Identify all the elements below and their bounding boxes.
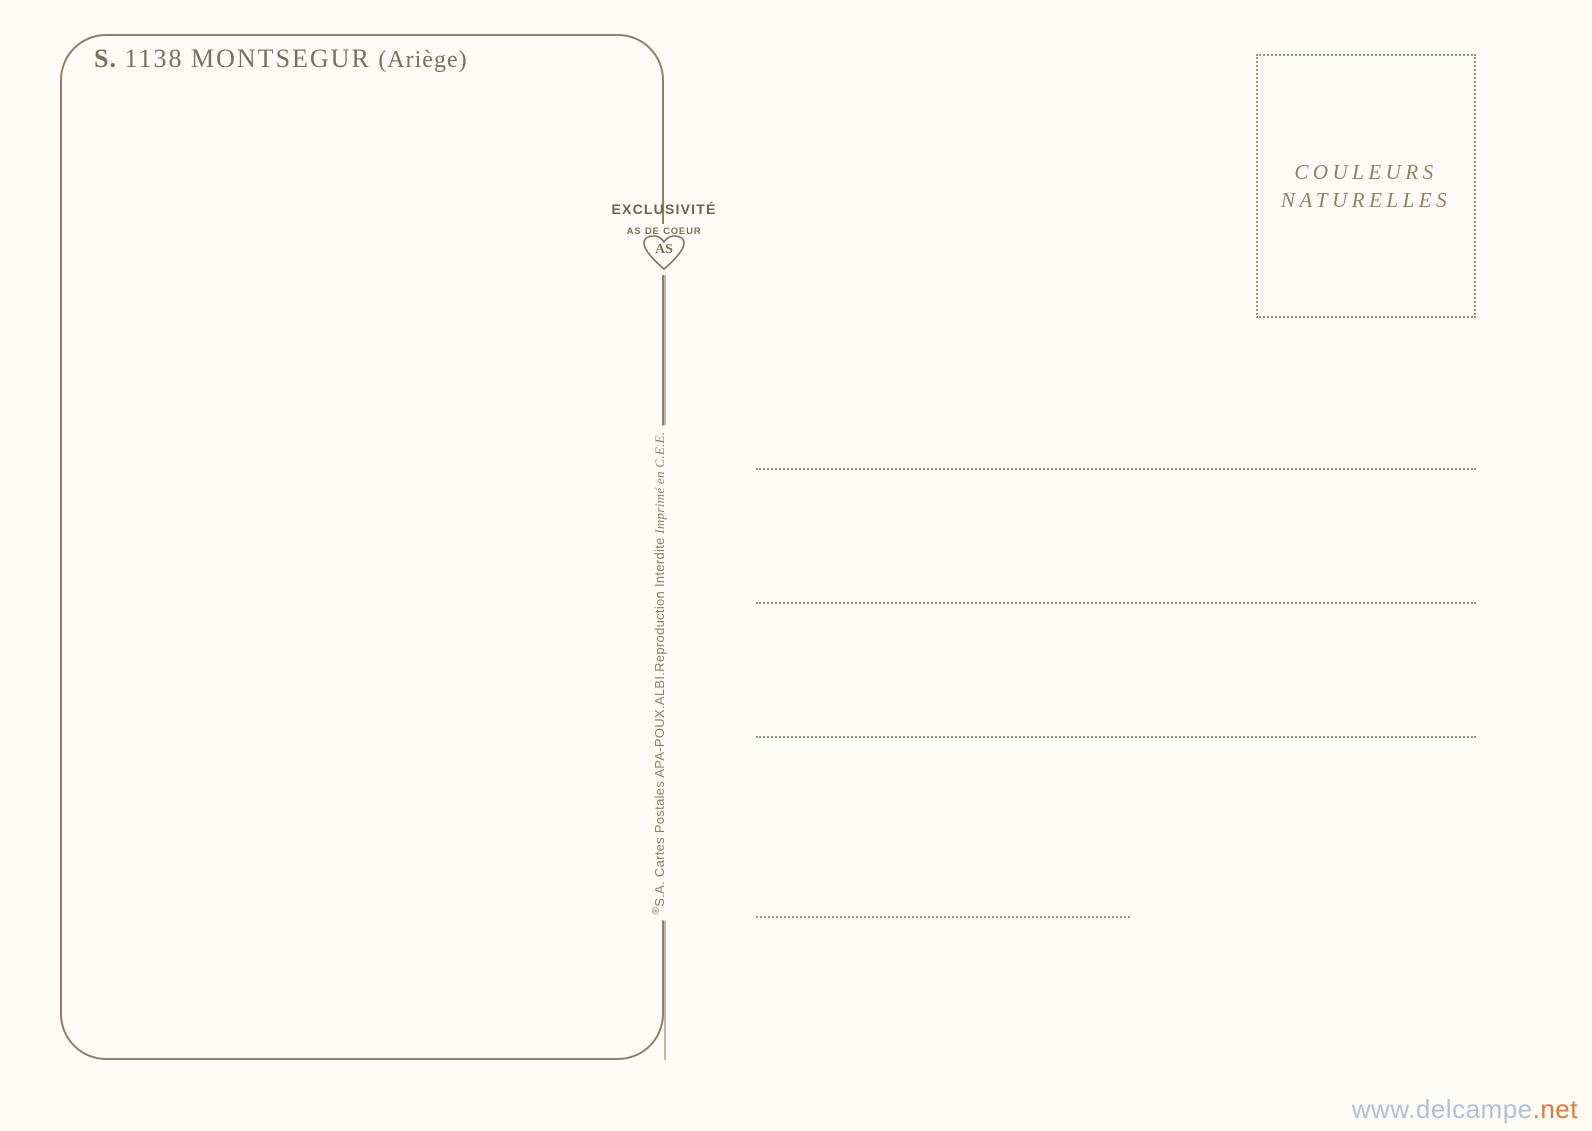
address-line-1 [756,468,1476,470]
publisher-logo: AS DE COEUR AS [614,224,714,275]
stamp-text: COULEURS NATURELLES [1281,158,1451,215]
caption-place: MONTSEGUR [191,44,371,73]
heart-icon: AS [642,235,686,271]
address-line-2 [756,602,1476,604]
address-line-4 [756,916,1130,918]
watermark: www.delcampe.net [1352,1094,1592,1125]
caption-region: (Ariège) [378,47,467,73]
publisher-credit: ®S.A. Cartes Postales APA-POUX.ALBI.Repr… [652,426,668,921]
stamp-box: COULEURS NATURELLES [1256,54,1476,318]
stamp-line-1: COULEURS [1294,160,1437,184]
address-area [756,468,1476,918]
caption-prefix: S. [94,44,117,73]
stamp-line-2: NATURELLES [1281,188,1451,212]
registered-mark: ® [651,907,662,915]
watermark-base: www.delcampe [1352,1094,1533,1124]
logo-arc-text: AS DE COEUR [614,226,714,237]
caption-number: 1138 [124,44,183,73]
publisher-tail: Imprimé en C.E.E. [652,432,667,538]
image-frame [60,34,664,1060]
logo-letters: AS [655,242,673,257]
publisher-main: S.A. Cartes Postales APA-POUX.ALBI.Repro… [652,537,667,906]
exclusivite-label: EXCLUSIVITÉ [612,201,717,217]
postcard-back: S. 1138 MONTSEGUR (Ariège) EXCLUSIVITÉ A… [0,0,1592,1131]
caption: S. 1138 MONTSEGUR (Ariège) [88,42,482,76]
watermark-tld: .net [1533,1094,1578,1124]
address-line-3 [756,736,1476,738]
